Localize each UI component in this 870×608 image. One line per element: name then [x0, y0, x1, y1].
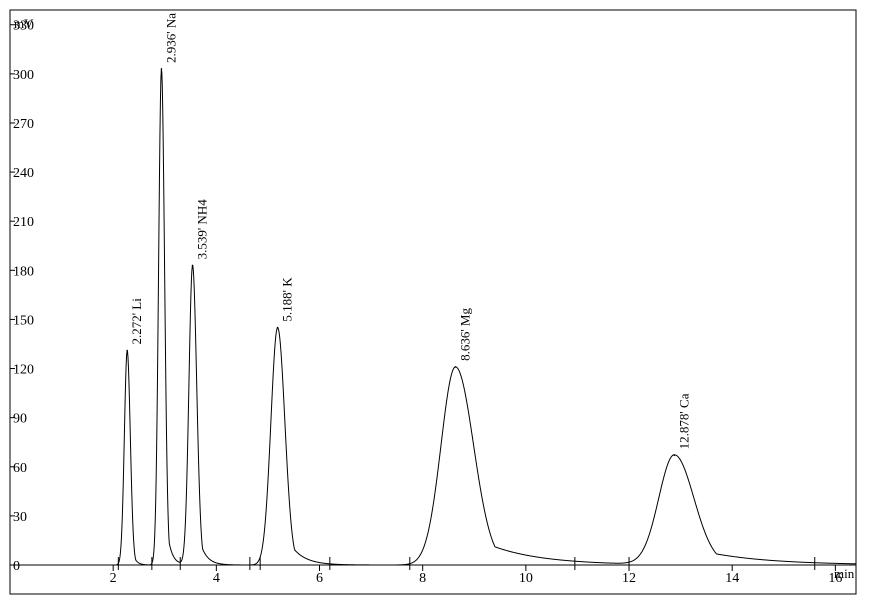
peak-apex-point: [126, 349, 129, 352]
x-tick-label: 14: [725, 571, 739, 586]
x-tick-label: 10: [519, 571, 533, 586]
y-tick-label: 270: [13, 117, 34, 132]
chromatogram-trace: [10, 69, 857, 566]
peak-apex-point: [673, 454, 676, 457]
peak-label: 8.636' Mg: [457, 308, 472, 361]
y-tick-label: 0: [13, 559, 20, 574]
peak-label: 2.272' Li: [129, 298, 144, 345]
peak-apex-point: [454, 366, 457, 368]
x-tick-label: 16: [828, 571, 842, 586]
x-axis-unit-label: min: [834, 566, 855, 581]
peak-apex-point: [276, 326, 279, 329]
peak-label: 5.188' K: [280, 277, 295, 322]
y-tick-label: 120: [13, 363, 34, 378]
peak-label: 2.936' Na: [163, 13, 178, 63]
y-tick-label: 150: [13, 313, 34, 328]
peak-label: 12.878' Ca: [676, 393, 691, 449]
y-tick-label: 90: [13, 412, 27, 427]
y-tick-label: 30: [13, 510, 27, 525]
y-axis-unit-label: mV: [14, 16, 34, 31]
peak-apex-point: [191, 264, 194, 267]
y-tick-label: 60: [13, 461, 27, 476]
y-axis-ticks: 0 30 60 90 120 150 180 210 240 270 300 330: [10, 19, 34, 574]
x-axis-ticks: 2 4 6 8 10 12 14 16: [110, 565, 842, 586]
x-tick-label: 4: [213, 571, 220, 586]
x-tick-label: 2: [110, 571, 117, 586]
y-tick-label: 300: [13, 68, 34, 83]
x-tick-label: 8: [419, 571, 426, 586]
y-tick-label: 330: [13, 19, 34, 34]
peak-label: 3.539' NH4: [195, 199, 210, 260]
baseline-markers: [117, 557, 816, 570]
y-tick-label: 240: [13, 166, 34, 181]
peak-labels: 2.272' Li 2.936' Na 3.539' NH4 5.188' K 8.63…: [126, 13, 691, 457]
x-tick-label: 6: [316, 571, 323, 586]
x-tick-label: 12: [622, 571, 636, 586]
y-tick-label: 180: [13, 264, 34, 279]
peak-apex-point: [160, 68, 163, 70]
y-tick-label: 210: [13, 215, 34, 230]
